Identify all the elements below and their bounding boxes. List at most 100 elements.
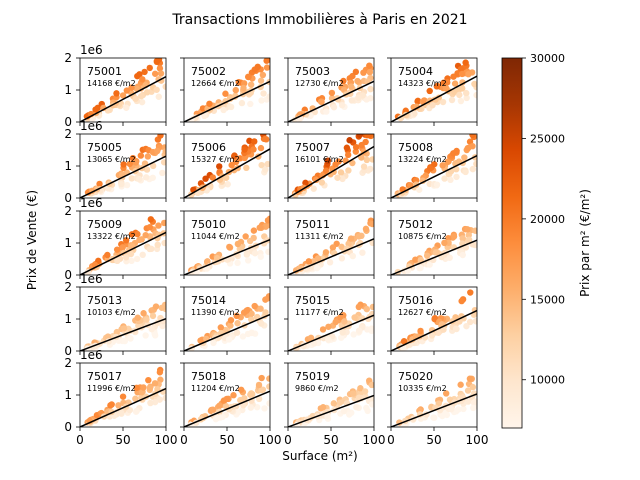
data-point bbox=[119, 393, 127, 400]
data-point bbox=[232, 86, 239, 94]
data-point bbox=[141, 68, 148, 76]
data-point bbox=[426, 261, 433, 268]
y-tick-label: 1 bbox=[64, 83, 72, 97]
data-point bbox=[132, 395, 139, 402]
data-point bbox=[148, 325, 155, 333]
avg-price-label: 12664 €/m2 bbox=[191, 79, 240, 88]
arrondissement-label: 75007 bbox=[295, 141, 330, 154]
data-point bbox=[340, 408, 348, 415]
data-point bbox=[160, 159, 166, 166]
trend-line bbox=[288, 314, 374, 351]
data-point bbox=[217, 324, 225, 331]
data-point bbox=[239, 333, 247, 340]
data-point bbox=[326, 259, 334, 266]
data-point bbox=[444, 158, 451, 166]
data-point bbox=[366, 68, 374, 76]
data-point bbox=[442, 390, 450, 397]
data-point bbox=[266, 383, 270, 390]
data-point bbox=[137, 152, 145, 159]
data-point bbox=[337, 314, 344, 321]
data-point bbox=[222, 90, 229, 97]
arrondissement-label: 75010 bbox=[191, 218, 226, 231]
y-multiplier-label: 1e6 bbox=[80, 272, 103, 286]
data-point bbox=[357, 385, 364, 392]
data-point bbox=[147, 399, 154, 407]
data-point bbox=[255, 381, 263, 389]
data-point bbox=[310, 340, 318, 347]
data-point bbox=[123, 181, 131, 189]
data-point bbox=[251, 138, 258, 145]
data-point bbox=[360, 69, 367, 76]
data-point bbox=[223, 395, 231, 403]
data-point bbox=[251, 302, 258, 310]
data-point bbox=[248, 310, 255, 317]
trend-line bbox=[184, 148, 270, 198]
data-point bbox=[265, 221, 270, 229]
data-point bbox=[140, 310, 147, 317]
data-point bbox=[162, 83, 166, 90]
arrondissement-label: 75004 bbox=[398, 65, 433, 78]
data-point bbox=[142, 174, 150, 181]
data-point bbox=[469, 383, 477, 391]
data-point bbox=[120, 325, 128, 332]
data-point bbox=[152, 303, 160, 310]
data-point bbox=[464, 387, 472, 394]
x-tick-label: 100 bbox=[466, 433, 489, 447]
avg-price-label: 10335 €/m2 bbox=[398, 384, 447, 393]
trend-line bbox=[184, 80, 270, 122]
data-point bbox=[325, 336, 332, 343]
data-point bbox=[318, 179, 326, 186]
data-point bbox=[428, 332, 436, 339]
data-point bbox=[113, 246, 121, 253]
data-point bbox=[157, 70, 165, 77]
data-point bbox=[451, 80, 459, 87]
data-point bbox=[220, 106, 227, 114]
data-point bbox=[463, 89, 470, 97]
y-axis-label: Prix de Vente (€) bbox=[25, 190, 39, 290]
data-point bbox=[121, 337, 129, 345]
data-point bbox=[133, 407, 140, 415]
data-point bbox=[472, 318, 477, 325]
data-point bbox=[139, 251, 146, 259]
avg-price-label: 13322 €/m2 bbox=[87, 232, 136, 241]
data-point bbox=[469, 142, 476, 150]
data-point bbox=[149, 312, 157, 320]
avg-price-label: 9860 €/m2 bbox=[295, 384, 339, 393]
arrondissement-label: 75018 bbox=[191, 370, 226, 383]
data-point bbox=[338, 243, 345, 251]
data-point bbox=[339, 175, 346, 183]
data-point bbox=[228, 161, 235, 169]
data-point bbox=[328, 89, 336, 97]
data-point bbox=[243, 164, 250, 172]
data-point bbox=[330, 400, 338, 407]
data-point bbox=[359, 249, 366, 256]
x-tick-label: 50 bbox=[219, 433, 234, 447]
data-point bbox=[469, 165, 477, 173]
data-point bbox=[143, 316, 150, 323]
data-point bbox=[453, 165, 460, 173]
avg-price-label: 10103 €/m2 bbox=[87, 308, 136, 317]
colorbar: 10000 15000 20000 25000 30000 Prix par m² (€… bbox=[501, 52, 592, 429]
data-point bbox=[324, 412, 331, 420]
data-point bbox=[466, 375, 474, 382]
trend-line bbox=[391, 155, 477, 198]
arrondissement-label: 75020 bbox=[398, 370, 433, 383]
data-point bbox=[227, 316, 235, 324]
x-tick-label: 0 bbox=[387, 433, 395, 447]
y-multiplier-label: 1e6 bbox=[80, 119, 103, 133]
data-point bbox=[161, 239, 166, 247]
arrondissement-label: 75009 bbox=[87, 218, 122, 231]
data-point bbox=[444, 79, 451, 86]
arrondissement-label: 75002 bbox=[191, 65, 226, 78]
avg-price-label: 14168 €/m2 bbox=[87, 79, 136, 88]
data-point bbox=[352, 68, 360, 76]
trend-line bbox=[288, 394, 374, 427]
data-point bbox=[319, 404, 327, 411]
data-point bbox=[355, 233, 363, 240]
arrondissement-label: 75011 bbox=[295, 218, 330, 231]
trend-line bbox=[80, 231, 166, 275]
